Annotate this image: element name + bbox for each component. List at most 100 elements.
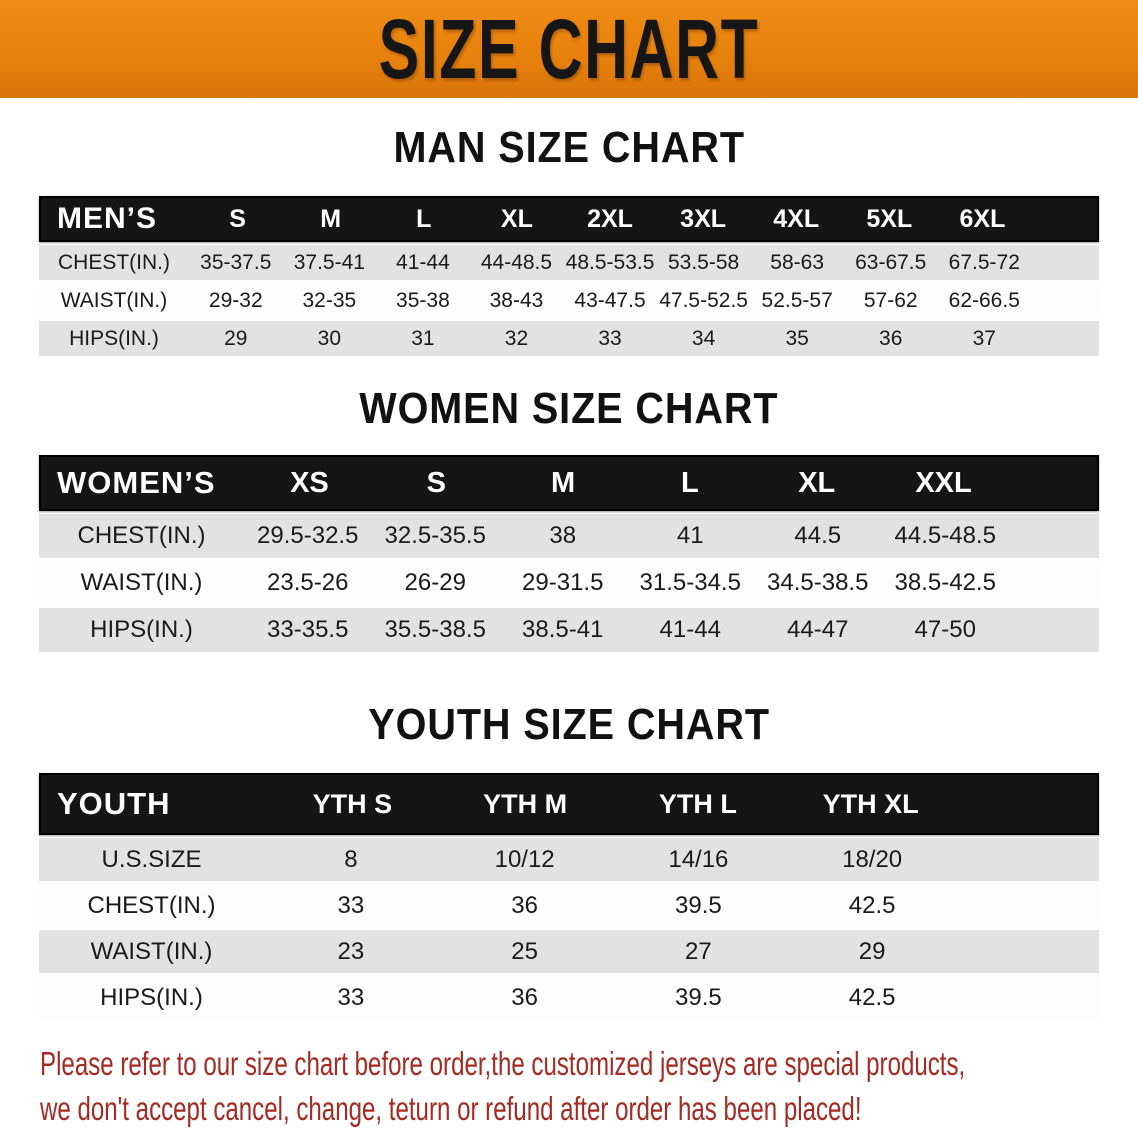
table-header-row: MEN’S S M L XL 2XL 3XL 4XL 5XL 6XL [39,196,1099,242]
size-value-cell: 58-63 [770,250,825,274]
row-label: WAIST(IN.) [90,937,213,965]
size-value-cell: 33-35.5 [267,616,349,643]
size-value-cell: 41-44 [396,250,450,274]
size-value-cell: 27 [685,937,712,965]
size-value-cell: 29.5-32.5 [257,522,359,549]
man-section-heading: MAN SIZE CHART [0,125,1138,171]
size-value-cell: 38-43 [489,288,544,312]
size-value-cell: 44.5-48.5 [894,522,996,549]
size-value-cell: 39.5 [675,891,722,919]
size-value-cell: 39.5 [675,983,722,1011]
size-column-header: 2XL [587,204,633,233]
row-label: HIPS(IN.) [100,983,203,1011]
size-column-header: 6XL [959,204,1006,233]
table-row: HIPS(IN.) 33-35.5 35.5-38.5 38.5-41 41-44 44-… [39,608,1099,652]
table-row: CHEST(IN.) 29.5-32.5 32.5-35.5 38 41 44.5 44.5… [39,514,1099,558]
size-value-cell: 52.5-57 [761,288,833,312]
size-value-cell: 32 [504,326,529,350]
table-row: U.S.SIZE 8 10/12 14/16 18/20 [39,838,1099,881]
banner-title: SIZE CHART [378,1,760,97]
row-label: CHEST(IN.) [87,891,216,919]
size-value-cell: 37 [972,326,996,350]
row-label: WAIST(IN.) [80,569,203,596]
table-row: WAIST(IN.) 23.5-26 26-29 29-31.5 31.5-34.5 34… [39,561,1099,605]
table-header-row: WOMEN’S XS S M L XL XXL [39,455,1099,511]
size-column-header: M [550,466,576,499]
table-row: CHEST(IN.) 33 36 39.5 42.5 [39,884,1099,927]
size-value-cell: 36 [511,983,538,1011]
size-column-header: YTH L [658,788,737,819]
size-value-cell: 10/12 [494,845,555,873]
size-column-header: L [681,466,699,499]
row-label: U.S.SIZE [101,845,202,873]
size-value-cell: 26-29 [404,569,466,596]
size-value-cell: 29 [858,937,886,965]
size-value-cell: 29-32 [208,288,263,312]
size-value-cell: 38.5-42.5 [894,569,996,596]
youth-size-table: YOUTH YTH S YTH M YTH L YTH XL U.S.SIZE 8 10/12… [39,773,1099,1019]
size-column-header: YTH S [312,788,393,819]
size-value-cell: 43-47.5 [574,288,646,312]
table-row: CHEST(IN.) 35-37.5 37.5-41 41-44 44-48.5 48.5… [39,245,1099,280]
size-value-cell: 23.5-26 [267,569,349,596]
size-value-cell: 25 [511,937,538,965]
man-size-table: MEN’S S M L XL 2XL 3XL 4XL 5XL 6XL CHEST(IN.) 35-37… [39,196,1099,356]
size-column-header: 3XL [680,204,727,233]
size-value-cell: 18/20 [842,845,903,873]
disclaimer-text: Please refer to our size chart before or… [40,1041,1138,1131]
size-value-cell: 47-50 [914,616,976,643]
disclaimer-line-1: Please refer to our size chart before or… [40,1045,966,1082]
size-value-cell: 31.5-34.5 [639,569,741,596]
size-value-cell: 38.5-41 [522,616,604,643]
size-value-cell: 32.5-35.5 [384,522,486,549]
size-value-cell: 38 [549,522,577,549]
table-row: HIPS(IN.) 29 30 31 32 33 34 35 36 37 [39,321,1099,356]
size-value-cell: 44.5 [794,522,842,549]
man-section-heading-text: MAN SIZE CHART [393,123,745,172]
size-value-cell: 44-47 [787,616,849,643]
size-value-cell: 34 [691,326,716,350]
size-column-header: YTH M [483,788,568,819]
size-value-cell: 30 [317,326,342,350]
size-column-header: XXL [915,466,972,499]
women-section-heading-text: WOMEN SIZE CHART [359,384,779,433]
size-column-header: XL [798,466,836,499]
size-value-cell: 33 [598,326,622,350]
size-column-header: XS [290,466,329,499]
size-value-cell: 44-48.5 [480,250,553,274]
table-corner-label: WOMEN’S [57,465,216,500]
size-value-cell: 48.5-53.5 [565,250,655,274]
size-value-cell: 57-62 [863,288,918,312]
women-size-table: WOMEN’S XS S M L XL XXL CHEST(IN.) 29.5-32.5 32.5… [39,455,1099,652]
row-label: CHEST(IN.) [77,522,206,549]
disclaimer-line-2: we don't accept cancel, change, teturn o… [40,1090,862,1127]
size-value-cell: 42.5 [848,891,896,919]
row-label: HIPS(IN.) [90,616,193,643]
size-value-cell: 32-35 [302,288,357,312]
size-value-cell: 42.5 [848,983,896,1011]
size-value-cell: 53.5-58 [667,250,740,274]
size-value-cell: 29 [224,326,248,350]
size-value-cell: 67.5-72 [948,250,1020,274]
size-column-header: S [229,204,246,233]
size-value-cell: 36 [511,891,538,919]
size-value-cell: 35 [785,326,809,350]
size-chart-banner: SIZE CHART [0,0,1138,98]
row-label: HIPS(IN.) [69,326,159,350]
size-value-cell: 35-38 [396,288,450,312]
table-row: HIPS(IN.) 33 36 39.5 42.5 [39,976,1099,1019]
size-value-cell: 62-66.5 [948,288,1020,312]
size-value-cell: 33 [337,983,365,1011]
table-row: WAIST(IN.) 23 25 27 29 [39,930,1099,973]
youth-section-heading-text: YOUTH SIZE CHART [368,700,770,749]
table-header-row: YOUTH YTH S YTH M YTH L YTH XL [39,773,1099,835]
size-value-cell: 29-31.5 [522,569,604,596]
size-column-header: 4XL [773,204,820,233]
size-value-cell: 35-37.5 [200,250,272,274]
size-value-cell: 14/16 [668,845,729,873]
size-value-cell: 47.5-52.5 [659,288,748,312]
table-corner-label: MEN’S [57,202,158,235]
size-value-cell: 34.5-38.5 [767,569,869,596]
youth-section-heading: YOUTH SIZE CHART [0,702,1138,748]
size-value-cell: 41 [676,522,704,549]
